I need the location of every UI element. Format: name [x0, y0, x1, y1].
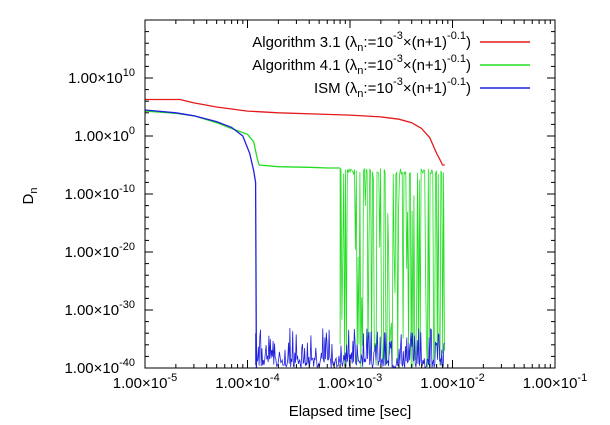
- x-tick-label: 1.00×10-5: [113, 372, 177, 392]
- y-tick-label: 1.00×100: [74, 125, 135, 145]
- series-line: [145, 110, 341, 169]
- series-line: [145, 98, 445, 166]
- y-axis-label-main: D: [20, 193, 37, 204]
- x-tick-label: 1.00×10-1: [523, 372, 587, 392]
- y-axis-label: Dn: [20, 188, 40, 205]
- x-tick-label: 1.00×10-2: [420, 372, 484, 392]
- legend-label-ism: ISM (λn:=10-3×(n+1)-0.1): [314, 76, 471, 100]
- y-tick-label: 1.00×10-30: [64, 299, 135, 319]
- series-2: [145, 109, 445, 368]
- y-axis-label-text: Dn: [20, 188, 40, 205]
- y-tick-label: 1.00×10-20: [64, 241, 135, 261]
- y-tick-label: 1.00×10-40: [64, 357, 135, 377]
- x-axis-label: Elapsed time [sec]: [289, 403, 412, 420]
- y-axis-label-sub: n: [28, 188, 40, 194]
- series-1: [145, 110, 445, 368]
- legend: Algorithm 3.1 (λn:=10-3×(n+1)-0.1) Algor…: [252, 30, 530, 100]
- y-tick-label: 1.00×10-10: [64, 183, 135, 203]
- x-tick-label: 1.00×10-3: [318, 372, 382, 392]
- legend-label-algorithm-4-1: Algorithm 4.1 (λn:=10-3×(n+1)-0.1): [252, 53, 471, 77]
- legend-entry-algorithm-4-1: Algorithm 4.1 (λn:=10-3×(n+1)-0.1): [252, 53, 530, 77]
- x-tick-label: 1.00×10-4: [215, 372, 279, 392]
- series-layer: [145, 98, 445, 368]
- legend-entry-ism: ISM (λn:=10-3×(n+1)-0.1): [314, 76, 530, 100]
- series-line: [145, 109, 258, 368]
- legend-label-algorithm-3-1: Algorithm 3.1 (λn:=10-3×(n+1)-0.1): [252, 30, 471, 54]
- plot-frame: [144, 19, 556, 369]
- legend-entry-algorithm-3-1: Algorithm 3.1 (λn:=10-3×(n+1)-0.1): [252, 30, 530, 54]
- y-tick-label: 1.00×1010: [68, 67, 135, 87]
- series-0: [145, 98, 445, 166]
- ticks-layer: 1.00×10-5 1.00×10-4 1.00×10-3 1.00×10-2 1.00…: [64, 20, 587, 392]
